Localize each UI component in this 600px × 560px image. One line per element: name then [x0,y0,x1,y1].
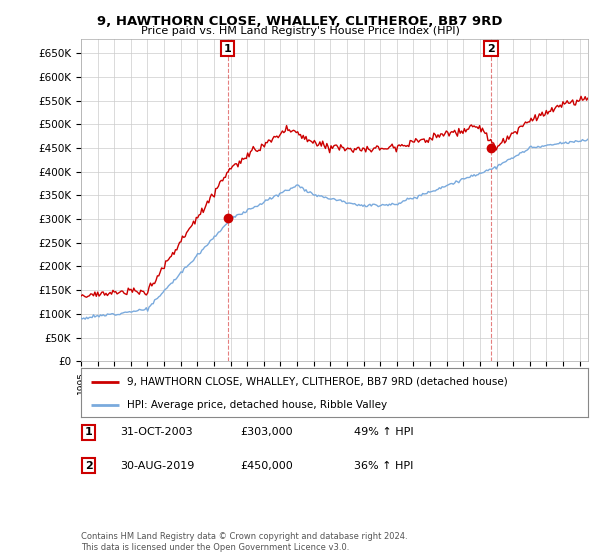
Text: 49% ↑ HPI: 49% ↑ HPI [354,427,413,437]
Text: £303,000: £303,000 [240,427,293,437]
Text: 9, HAWTHORN CLOSE, WHALLEY, CLITHEROE, BB7 9RD: 9, HAWTHORN CLOSE, WHALLEY, CLITHEROE, B… [97,15,503,27]
Text: 2: 2 [487,44,495,54]
Text: Price paid vs. HM Land Registry's House Price Index (HPI): Price paid vs. HM Land Registry's House … [140,26,460,36]
Text: 31-OCT-2003: 31-OCT-2003 [120,427,193,437]
Text: HPI: Average price, detached house, Ribble Valley: HPI: Average price, detached house, Ribb… [127,400,387,410]
Text: 30-AUG-2019: 30-AUG-2019 [120,461,194,471]
Text: 36% ↑ HPI: 36% ↑ HPI [354,461,413,471]
Text: 1: 1 [85,427,92,437]
Text: 2: 2 [85,461,92,471]
Text: 1: 1 [224,44,232,54]
Text: £450,000: £450,000 [240,461,293,471]
Text: Contains HM Land Registry data © Crown copyright and database right 2024.
This d: Contains HM Land Registry data © Crown c… [81,532,407,552]
Text: 9, HAWTHORN CLOSE, WHALLEY, CLITHEROE, BB7 9RD (detached house): 9, HAWTHORN CLOSE, WHALLEY, CLITHEROE, B… [127,377,508,387]
